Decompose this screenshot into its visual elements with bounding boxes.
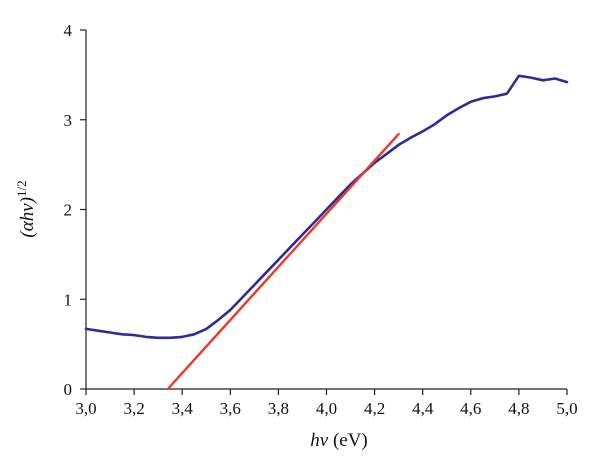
- y-tick-label: 0: [64, 380, 73, 399]
- x-tick-label: 4,2: [364, 399, 385, 418]
- x-axis-title-unit: (eV): [328, 430, 368, 451]
- y-tick-label: 4: [64, 21, 73, 40]
- x-tick-label: 5,0: [556, 399, 577, 418]
- x-tick-label: 3,0: [75, 399, 96, 418]
- x-axis-title-main: hν: [310, 430, 329, 451]
- x-tick-label: 4,4: [412, 399, 434, 418]
- y-axis-title: (αhν)1/2: [14, 180, 39, 237]
- x-axis-title: hν (eV): [310, 430, 368, 451]
- absorption-curve-line: [84, 74, 569, 340]
- tauc-fit-line: [166, 132, 400, 391]
- y-tick-label: 1: [64, 290, 73, 309]
- x-tick-label: 4,8: [508, 399, 529, 418]
- y-tick-label: 2: [64, 201, 73, 220]
- y-axis-title-exponent: 1/2: [14, 180, 29, 197]
- x-tick-label: 3,6: [220, 399, 241, 418]
- series-layer: [84, 74, 569, 391]
- x-tick-label: 4,0: [316, 399, 337, 418]
- ticks: 3,0 3,2 3,4 3,6 3,8 4,0 4,2 4,4 4,6 4,8 5,0 0 1 2 3 4: [64, 21, 578, 418]
- x-tick-label: 3,2: [123, 399, 144, 418]
- y-axis-title-main: (αhν): [17, 197, 38, 238]
- x-tick-label: 4,6: [460, 399, 481, 418]
- x-tick-label: 3,8: [268, 399, 289, 418]
- y-tick-label: 3: [64, 111, 73, 130]
- x-tick-label: 3,4: [172, 399, 194, 418]
